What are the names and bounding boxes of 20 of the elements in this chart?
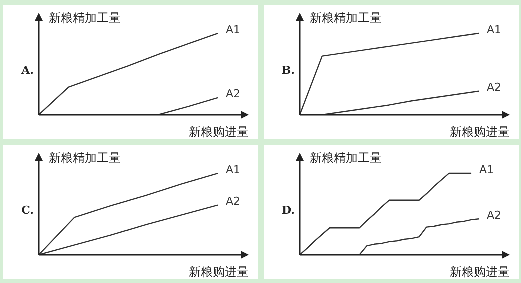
y-axis-title: 新粮精加工量 xyxy=(310,150,382,165)
text: A. xyxy=(20,63,34,76)
text: C. xyxy=(21,203,34,216)
x-axis-title: 新粮购进量 xyxy=(450,124,510,139)
series-label: A2 xyxy=(486,80,502,94)
x-axis-title: 新粮购进量 xyxy=(450,264,510,279)
series-label: A1 xyxy=(226,162,240,176)
text: B. xyxy=(281,63,294,76)
text: D. xyxy=(282,203,294,216)
series-label: A1 xyxy=(486,22,502,36)
y-axis-title: 新粮精加工量 xyxy=(310,10,382,25)
series-label: A1 xyxy=(226,22,240,36)
y-axis-title: 新粮精加工量 xyxy=(48,10,120,25)
x-axis-title: 新粮购进量 xyxy=(188,264,249,279)
series-label: A2 xyxy=(486,208,502,222)
x-axis-title: 新粮购进量 xyxy=(188,124,249,139)
series-label: A1 xyxy=(479,162,494,176)
y-axis-title: 新粮精加工量 xyxy=(48,150,120,165)
series-label: A2 xyxy=(226,194,240,208)
series-label: A2 xyxy=(226,87,240,100)
